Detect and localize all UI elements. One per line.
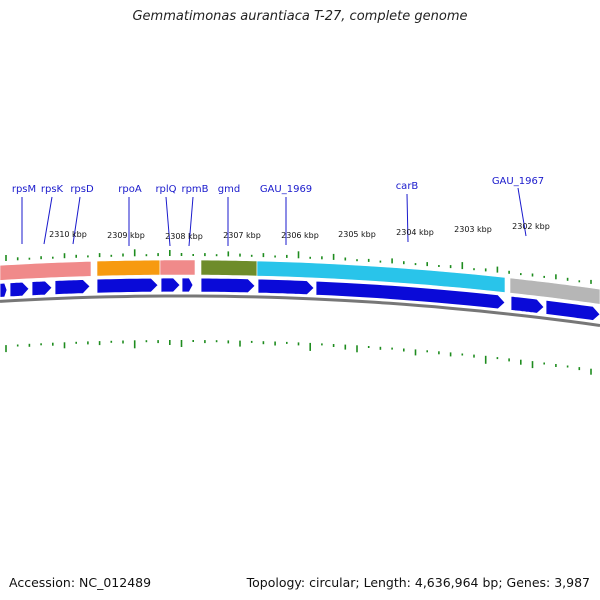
gene-label-rpsd: rpsD — [70, 184, 94, 195]
top-gc-ticks — [5, 249, 592, 284]
cds-arrow — [545, 299, 600, 321]
cds-arrow — [510, 295, 545, 314]
cds-arrow — [9, 281, 30, 298]
gene-label-line — [517, 187, 527, 237]
scale-label: 2310 kbp — [49, 230, 87, 239]
cds-arrow — [200, 277, 256, 294]
gene-label-line — [406, 193, 409, 243]
scale-label: 2303 kbp — [454, 225, 492, 234]
cds-arrow — [160, 277, 181, 293]
scale-labels: 2310 kbp 2309 kbp 2308 kbp 2307 kbp 2306… — [49, 222, 550, 241]
gene-labels: rpsM rpsK rpsD rpoA rplQ rpmB gmd GAU_19… — [12, 176, 544, 247]
segment-grey — [509, 277, 600, 305]
backbone-ring — [0, 294, 600, 327]
cds-arrow — [96, 277, 159, 294]
scale-label: 2309 kbp — [107, 231, 145, 240]
gene-label-rplq: rplQ — [155, 184, 176, 195]
cds-arrow — [181, 277, 194, 293]
segment-cyan — [256, 260, 506, 293]
gene-label-rpoa: rpoA — [118, 184, 142, 195]
genome-summary-text: Topology: circular; Length: 4,636,964 bp… — [246, 575, 590, 590]
scale-label: 2308 kbp — [165, 232, 203, 241]
scale-label: 2307 kbp — [223, 231, 261, 240]
cds-arrows — [0, 277, 600, 321]
segment-pink-1 — [0, 260, 92, 281]
cds-arrow — [0, 282, 8, 298]
segment-orange — [96, 259, 161, 277]
top-gc-ticks-strand — [5, 249, 592, 284]
gene-label-rpsk: rpsK — [41, 184, 64, 195]
feature-band — [0, 259, 600, 305]
scale-label: 2306 kbp — [281, 231, 319, 240]
gene-label-carb: carB — [396, 181, 419, 192]
gene-label-line — [43, 196, 53, 245]
gene-label-gau-1969: GAU_1969 — [260, 184, 312, 195]
scale-label: 2302 kbp — [512, 222, 550, 231]
segment-olive — [200, 259, 258, 277]
gene-label-line — [72, 196, 81, 245]
scale-label: 2305 kbp — [338, 230, 376, 239]
accession-text: Accession: NC_012489 — [9, 575, 152, 590]
scale-label: 2304 kbp — [396, 228, 434, 237]
gene-label-gmd: gmd — [218, 184, 240, 195]
bottom-gc-ticks — [5, 340, 592, 375]
gene-label-rpmb: rpmB — [181, 184, 208, 195]
segment-pink-2 — [159, 259, 196, 276]
cds-arrow — [31, 280, 53, 296]
gene-label-rpsm: rpsM — [12, 184, 36, 195]
cds-arrow — [315, 280, 506, 310]
cds-arrow — [257, 278, 315, 296]
gene-label-line — [165, 196, 171, 247]
cds-arrow — [54, 279, 91, 296]
map-title: Gemmatimonas aurantiaca T-27, complete g… — [132, 9, 468, 24]
gene-label-line — [188, 196, 194, 247]
gene-label-gau-1967: GAU_1967 — [492, 176, 544, 187]
